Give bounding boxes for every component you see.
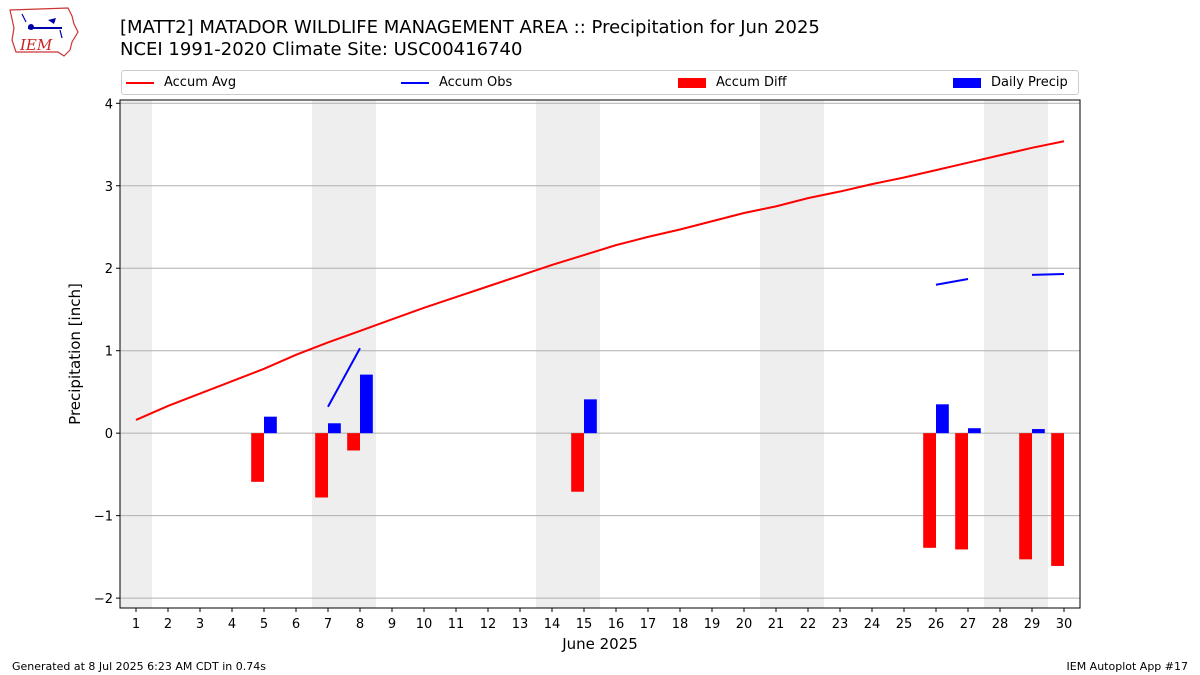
x-tick-label-22: 23 xyxy=(832,617,849,632)
accum-obs-line-segment-0 xyxy=(327,347,361,408)
accum-diff-bar-day-8 xyxy=(347,433,360,451)
x-tick-label-0: 1 xyxy=(132,617,140,632)
legend-swatch-accum-avg xyxy=(126,81,154,84)
x-tick-label-29: 30 xyxy=(1056,617,1073,632)
iowa-map-icon: IEM xyxy=(9,7,79,57)
plot-frame xyxy=(119,99,1081,609)
daily-precip-bar-day-15 xyxy=(584,399,597,434)
legend-label-accum-obs: Accum Obs xyxy=(439,75,513,90)
accum-diff-bar-day-7 xyxy=(315,433,328,498)
x-tick-label-18: 19 xyxy=(704,617,721,632)
accum-diff-bar-day-27 xyxy=(955,433,968,550)
x-tick-label-9: 10 xyxy=(416,617,433,632)
x-tick-label-27: 28 xyxy=(992,617,1009,632)
iem-logo: IEM xyxy=(8,6,80,62)
footer-app: IEM Autoplot App #17 xyxy=(1066,660,1189,673)
x-tick-label-16: 17 xyxy=(640,617,657,632)
weekend-shade-1 xyxy=(312,100,376,608)
x-tick-label-26: 27 xyxy=(960,617,977,632)
x-tick-label-6: 7 xyxy=(324,617,332,632)
x-tick-label-4: 5 xyxy=(260,617,268,632)
x-tick-label-8: 9 xyxy=(388,617,396,632)
weekend-shade-4 xyxy=(984,100,1048,608)
y-tick-label-4: 2 xyxy=(105,262,113,277)
legend-label-daily-precip: Daily Precip xyxy=(991,75,1068,90)
legend-swatch-daily-precip xyxy=(953,77,981,88)
legend-swatch-accum-obs xyxy=(401,81,429,84)
x-tick-label-2: 3 xyxy=(196,617,204,632)
y-tick-label-2: 0 xyxy=(105,427,113,442)
chart-title: [MATT2] MATADOR WILDLIFE MANAGEMENT AREA… xyxy=(120,17,820,38)
y-tick-label-5: 3 xyxy=(105,180,113,195)
legend-label-accum-diff: Accum Diff xyxy=(716,75,787,90)
chart-subtitle: NCEI 1991-2020 Climate Site: USC00416740 xyxy=(120,39,523,60)
x-tick-label-11: 12 xyxy=(480,617,497,632)
legend-item-accum-diff: Accum Diff xyxy=(678,71,787,94)
x-tick-label-25: 26 xyxy=(928,617,945,632)
daily-precip-bar-day-26 xyxy=(936,404,949,434)
x-tick-label-12: 13 xyxy=(512,617,529,632)
accum-diff-bar-day-29 xyxy=(1019,433,1032,560)
weekend-shade-0 xyxy=(120,100,152,608)
x-tick-label-7: 8 xyxy=(356,617,364,632)
x-tick-label-24: 25 xyxy=(896,617,913,632)
weekend-shade-3 xyxy=(760,100,824,608)
x-tick-label-23: 24 xyxy=(864,617,881,632)
daily-precip-bar-day-27 xyxy=(968,428,981,434)
x-tick-label-5: 6 xyxy=(292,617,300,632)
accum-obs-line-segment-1 xyxy=(935,277,969,286)
legend-item-accum-obs: Accum Obs xyxy=(401,71,512,94)
y-axis-label: Precipitation [inch] xyxy=(66,283,84,425)
footer-generated: Generated at 8 Jul 2025 6:23 AM CDT in 0… xyxy=(12,660,266,673)
x-tick-label-13: 14 xyxy=(544,617,561,632)
legend-item-daily-precip: Daily Precip xyxy=(953,71,1068,94)
accum-diff-bar-day-26 xyxy=(923,433,936,548)
x-tick-label-3: 4 xyxy=(228,617,236,632)
accum-obs-line-segment-2 xyxy=(1031,273,1065,276)
x-tick-label-28: 29 xyxy=(1024,617,1041,632)
daily-precip-bar-day-5 xyxy=(264,416,277,434)
x-tick-label-19: 20 xyxy=(736,617,753,632)
x-tick-label-17: 18 xyxy=(672,617,689,632)
x-axis-label: June 2025 xyxy=(561,635,638,653)
x-tick-label-21: 22 xyxy=(800,617,817,632)
x-tick-label-14: 15 xyxy=(576,617,593,632)
x-tick-label-15: 16 xyxy=(608,617,625,632)
legend-swatch-accum-diff xyxy=(678,77,706,88)
daily-precip-bar-day-7 xyxy=(328,423,341,434)
daily-precip-bar-day-8 xyxy=(360,374,373,434)
accum-diff-bar-day-5 xyxy=(251,433,264,482)
legend: Accum Avg Accum Obs Accum Diff Daily Pre… xyxy=(121,70,1079,95)
y-tick-label-1: −1 xyxy=(94,510,113,525)
daily-precip-bar-day-29 xyxy=(1032,429,1045,434)
y-tick-label-6: 4 xyxy=(105,97,113,112)
x-tick-label-1: 2 xyxy=(164,617,172,632)
accum-diff-bar-day-30 xyxy=(1051,433,1064,566)
accum-diff-bar-day-15 xyxy=(571,433,584,492)
logo-text: IEM xyxy=(19,36,53,54)
y-tick-label-3: 1 xyxy=(105,345,113,360)
y-tick-label-0: −2 xyxy=(94,592,113,607)
accum-avg-line xyxy=(135,140,1065,421)
legend-label-accum-avg: Accum Avg xyxy=(164,75,237,90)
x-tick-label-10: 11 xyxy=(448,617,465,632)
legend-item-accum-avg: Accum Avg xyxy=(126,71,236,94)
x-tick-label-20: 21 xyxy=(768,617,785,632)
weekend-shade-2 xyxy=(536,100,600,608)
